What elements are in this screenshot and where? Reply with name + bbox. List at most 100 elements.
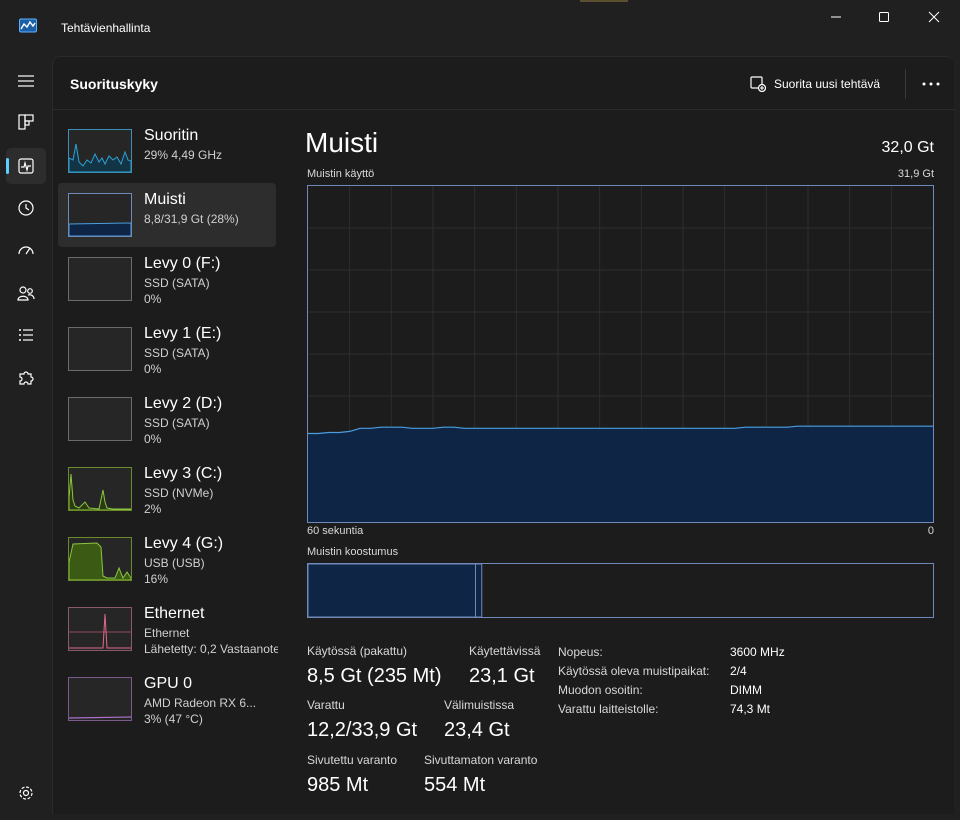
cached-label: Välimuistissa	[444, 698, 515, 712]
device-gpu-0[interactable]: GPU 0 AMD Radeon RX 6... 3% (47 °C)	[58, 667, 276, 731]
minimize-icon	[831, 16, 841, 18]
device-type: SSD (SATA)	[144, 276, 210, 290]
device-name: Levy 3 (C:)	[144, 465, 223, 482]
hardware-reserved-key: Varattu laitteistolle:	[558, 702, 659, 716]
close-button[interactable]	[910, 0, 958, 34]
form-factor-key: Muodon osoitin:	[558, 683, 643, 697]
processes-icon	[18, 114, 34, 130]
committed-value: 12,2/33,9 Gt	[307, 719, 418, 741]
device-name: Levy 1 (E:)	[144, 325, 222, 342]
memory-usage-area	[308, 426, 933, 522]
available-label: Käytettävissä	[469, 644, 541, 658]
performance-icon	[18, 158, 34, 174]
device-disk-3[interactable]: Levy 3 (C:) SSD (NVMe) 2%	[58, 457, 276, 521]
nav-services[interactable]	[6, 360, 46, 396]
ethernet-thumbnail-graph	[68, 607, 132, 651]
device-type: Ethernet	[144, 626, 190, 640]
disk-2-thumbnail-graph	[68, 397, 132, 441]
device-detail: 29% 4,49 GHz	[144, 148, 223, 162]
device-type: SSD (NVMe)	[144, 486, 214, 500]
composition-in-use-segment	[307, 563, 476, 618]
settings-gear-icon	[19, 786, 33, 800]
nav-processes[interactable]	[6, 104, 46, 140]
device-usage: 0%	[144, 362, 162, 376]
memory-total: 32,0 Gt	[881, 139, 934, 156]
paged-pool-value: 985 Mt	[307, 774, 369, 796]
disk-4-thumbnail-graph	[68, 537, 132, 581]
device-detail: 8,8/31,9 Gt (28%)	[144, 212, 239, 226]
nav-performance[interactable]	[6, 148, 46, 184]
device-name: Muisti	[144, 191, 186, 208]
details-list-icon	[19, 329, 33, 341]
composition-modified-segment	[475, 563, 483, 618]
memory-usage-chart	[308, 186, 933, 522]
new-task-icon	[750, 76, 766, 92]
memory-composition-label: Muistin koostumus	[307, 546, 399, 558]
hamburger-icon	[18, 75, 34, 87]
users-icon	[17, 286, 35, 301]
nav-settings[interactable]	[6, 775, 46, 811]
nonpaged-pool-label: Sivuttamaton varanto	[424, 753, 538, 767]
device-name: Ethernet	[144, 605, 205, 622]
memory-title: Muisti	[305, 127, 379, 158]
committed-label: Varattu	[307, 698, 345, 712]
device-disk-1[interactable]: Levy 1 (E:) SSD (SATA) 0%	[58, 317, 276, 381]
cpu-thumbnail-graph	[68, 129, 132, 173]
memory-usage-graph	[307, 185, 934, 523]
minimize-button[interactable]	[812, 0, 860, 34]
memory-composition-chart	[307, 563, 483, 618]
memory-usage-line	[308, 425, 933, 435]
close-icon	[928, 11, 940, 23]
history-icon	[18, 200, 34, 216]
device-usage: 16%	[144, 572, 169, 586]
task-manager-app-icon	[19, 18, 37, 33]
memory-usage-max: 31,9 Gt	[897, 168, 934, 180]
disk-3-thumbnail-graph	[68, 467, 132, 511]
maximize-button[interactable]	[860, 0, 908, 34]
nav-details[interactable]	[6, 317, 46, 353]
more-dots-icon	[922, 82, 940, 86]
run-new-task-button[interactable]: Suorita uusi tehtävä	[750, 73, 880, 95]
speed-value: 3600 MHz	[730, 645, 785, 659]
device-cpu[interactable]: Suoritin 29% 4,49 GHz	[58, 119, 276, 183]
time-axis-start-label: 60 sekuntia	[307, 525, 364, 537]
time-axis-end-label: 0	[927, 525, 934, 537]
device-name: Levy 4 (G:)	[144, 535, 224, 552]
hamburger-menu-button[interactable]	[6, 63, 46, 99]
device-usage: 3% (47 °C)	[144, 712, 203, 726]
puzzle-icon	[19, 371, 34, 385]
content-panel: Suorituskyky Suorita uusi tehtävä Suorit…	[52, 56, 955, 814]
memory-composition-bar	[307, 563, 934, 618]
device-type: SSD (SATA)	[144, 346, 210, 360]
device-usage: 2%	[144, 502, 162, 516]
page-title: Suorituskyky	[70, 76, 158, 92]
nav-startup-apps[interactable]	[6, 232, 46, 268]
device-throughput: Lähetetty: 0,2 Vastaanotettu	[144, 642, 278, 656]
header-divider	[53, 109, 955, 110]
disk-1-thumbnail-graph	[68, 327, 132, 371]
run-new-task-label: Suorita uusi tehtävä	[774, 77, 881, 91]
nonpaged-pool-value: 554 Mt	[424, 774, 486, 796]
nav-app-history[interactable]	[6, 190, 46, 226]
maximize-icon	[879, 12, 889, 22]
speed-key: Nopeus:	[558, 645, 603, 659]
device-memory[interactable]: Muisti 8,8/31,9 Gt (28%)	[58, 183, 276, 247]
speedometer-icon	[18, 246, 34, 255]
available-value: 23,1 Gt	[469, 665, 535, 687]
device-name: Suoritin	[144, 127, 199, 144]
nav-users[interactable]	[6, 275, 46, 311]
more-options-button[interactable]	[919, 72, 943, 96]
device-ethernet[interactable]: Ethernet Ethernet Lähetetty: 0,2 Vastaan…	[58, 597, 278, 661]
device-usage: 0%	[144, 292, 162, 306]
toolbar-divider	[905, 69, 906, 99]
device-disk-2[interactable]: Levy 2 (D:) SSD (SATA) 0%	[58, 387, 276, 451]
device-model: AMD Radeon RX 6...	[144, 696, 257, 710]
title-bar: Tehtävienhallinta	[0, 0, 960, 56]
device-disk-0[interactable]: Levy 0 (F:) SSD (SATA) 0%	[58, 247, 276, 311]
device-disk-4[interactable]: Levy 4 (G:) USB (USB) 16%	[58, 527, 276, 591]
title-bar-accent	[580, 0, 628, 2]
memory-usage-label: Muistin käyttö	[307, 168, 375, 180]
cached-value: 23,4 Gt	[444, 719, 510, 741]
device-name: Levy 0 (F:)	[144, 255, 221, 272]
hardware-reserved-value: 74,3 Mt	[730, 702, 771, 716]
